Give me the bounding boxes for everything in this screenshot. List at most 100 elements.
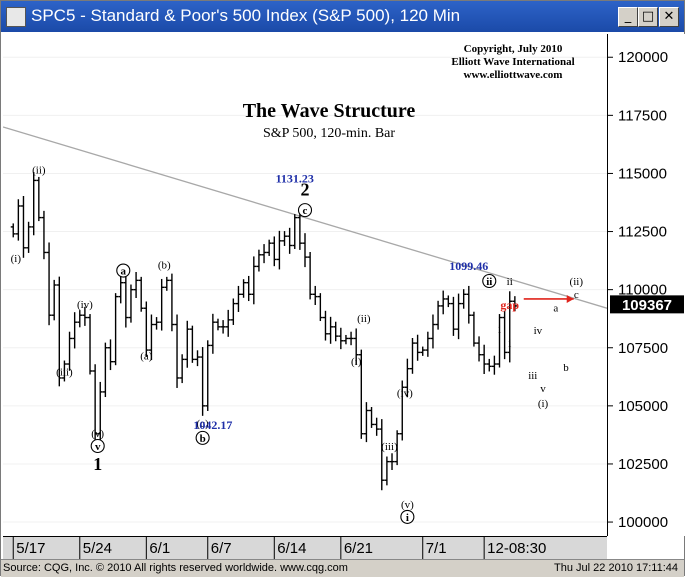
gap-annotation: gap	[500, 298, 519, 312]
price-bar-66	[348, 331, 354, 346]
minimize-button[interactable]: _	[618, 7, 638, 27]
price-bar-42	[225, 309, 231, 337]
wave-label-18: (v)	[401, 499, 414, 511]
wave-label-4: (v)	[91, 428, 104, 440]
price-bar-36	[195, 350, 201, 367]
price-bar-10	[61, 360, 67, 382]
title-bar[interactable]: SPC5 - Standard & Poor's 500 Index (S&P …	[1, 1, 684, 32]
wave-label-29: b	[563, 362, 569, 374]
price-bar-73	[384, 456, 390, 486]
price-bar-61	[322, 310, 328, 341]
wave-label-17: (iii)	[381, 441, 398, 453]
price-bar-35	[189, 325, 195, 363]
wave-circle-7	[116, 263, 131, 278]
price-bar-41	[220, 320, 226, 334]
wave-label-16: (iv)	[397, 388, 413, 400]
wave-label-14: (ii)	[357, 313, 371, 325]
wave-label-23: i	[508, 338, 511, 350]
x-tick-label-2: 6/1	[149, 540, 170, 557]
wave-label-8: (b)	[158, 260, 171, 272]
price-bar-54	[287, 227, 293, 254]
maximize-button[interactable]: □	[638, 7, 658, 27]
price-bar-64	[338, 327, 344, 350]
price-bar-33	[179, 354, 185, 384]
price-bar-78	[409, 337, 415, 374]
wave-label-31: c	[574, 289, 579, 301]
price-bar-76	[399, 380, 405, 441]
wave-label-30: (ii)	[570, 276, 584, 288]
price-bar-32	[174, 314, 180, 388]
price-bar-18	[102, 342, 108, 398]
price-bar-28	[154, 317, 160, 330]
price-bar-65	[343, 334, 349, 345]
price-bar-9	[56, 276, 62, 387]
price-bar-93	[486, 358, 492, 372]
wave-label-15: (i)	[351, 356, 362, 368]
price-bar-74	[389, 453, 395, 470]
wave-label-21: ii	[507, 276, 513, 288]
price-bar-97	[507, 291, 513, 363]
chart-title: The Wave Structure	[243, 100, 416, 122]
wave-label-26: v	[540, 383, 546, 395]
x-tick-label-6: 7/1	[426, 540, 447, 557]
price-bar-69	[363, 402, 369, 443]
time-axis[interactable]: 5/17 5/24 6/1 6/7 6/14 6/21 7/1 12-08:30	[3, 536, 607, 559]
price-bar-72	[379, 419, 385, 491]
app-chart-icon[interactable]	[6, 7, 26, 27]
price-bar-70	[369, 407, 375, 428]
price-bar-86	[450, 296, 456, 336]
copyright-line-2: Elliott Wave International	[451, 56, 574, 68]
x-tick-label-7: 12-08:30	[487, 540, 546, 557]
close-button[interactable]: ✕	[659, 7, 679, 27]
wave-label-20: ii	[486, 276, 492, 288]
wave-label-28: a	[553, 303, 558, 315]
status-timestamp: Thu Jul 22 2010 17:11:44	[554, 562, 678, 574]
wave-label-11: b	[200, 433, 206, 445]
price-bar-68	[358, 349, 364, 439]
price-bar-38	[205, 340, 211, 411]
y-tick-label-0: 100000	[618, 514, 668, 531]
price-bar-85	[445, 295, 451, 308]
price-bar-48	[256, 249, 262, 272]
wave-label-1: (i)	[11, 253, 22, 265]
horizontal-gridlines	[3, 56, 607, 523]
price-bar-20	[113, 293, 119, 366]
price-bar-13	[77, 310, 83, 328]
y-tick-label-4: 110000	[618, 282, 667, 299]
price-bar-15	[87, 314, 93, 375]
price-bar-17	[97, 381, 103, 444]
price-bar-25	[138, 276, 144, 312]
wave-label-27: (i)	[538, 398, 549, 410]
price-bar-92	[481, 344, 487, 375]
resistance-trendline	[3, 126, 607, 309]
price-bar-34	[184, 320, 190, 368]
current-price-box	[610, 295, 684, 314]
price-bar-58	[307, 251, 313, 300]
price-bar-63	[333, 321, 339, 342]
price-bar-77	[404, 358, 410, 398]
price-bar-88	[461, 289, 467, 309]
wave-circle-13	[297, 203, 313, 218]
price-plot[interactable]: (ii)(i)(iv)(iii)(v)v1a (b)(a)(c)b2c(ii)(i…	[3, 34, 607, 536]
copyright-line-3: www.elliottwave.com	[464, 69, 563, 81]
price-bar-49	[261, 244, 267, 264]
price-bar-40	[215, 318, 221, 331]
price-annotation-1: 1042.17	[193, 418, 232, 432]
wave-circle-5	[90, 438, 105, 454]
price-axis[interactable]: 100000 102500 105000 107500 110000 112500 1150…	[607, 34, 685, 536]
ohlc-bars	[10, 172, 518, 491]
y-tick-label-8: 120000	[618, 49, 668, 66]
price-bar-8	[51, 279, 57, 321]
price-bar-21	[118, 275, 124, 304]
current-price-label: 109367	[622, 297, 672, 314]
price-bar-47	[251, 256, 257, 305]
price-bar-22	[123, 272, 129, 328]
price-bar-96	[502, 310, 508, 360]
price-bar-60	[317, 293, 323, 322]
wave-label-22: i	[498, 324, 501, 336]
x-tick-label-1: 5/24	[83, 540, 112, 557]
wave-circle-19	[400, 509, 415, 524]
wave-label-12: 2	[301, 180, 310, 200]
y-tick-label-2: 105000	[618, 398, 668, 415]
